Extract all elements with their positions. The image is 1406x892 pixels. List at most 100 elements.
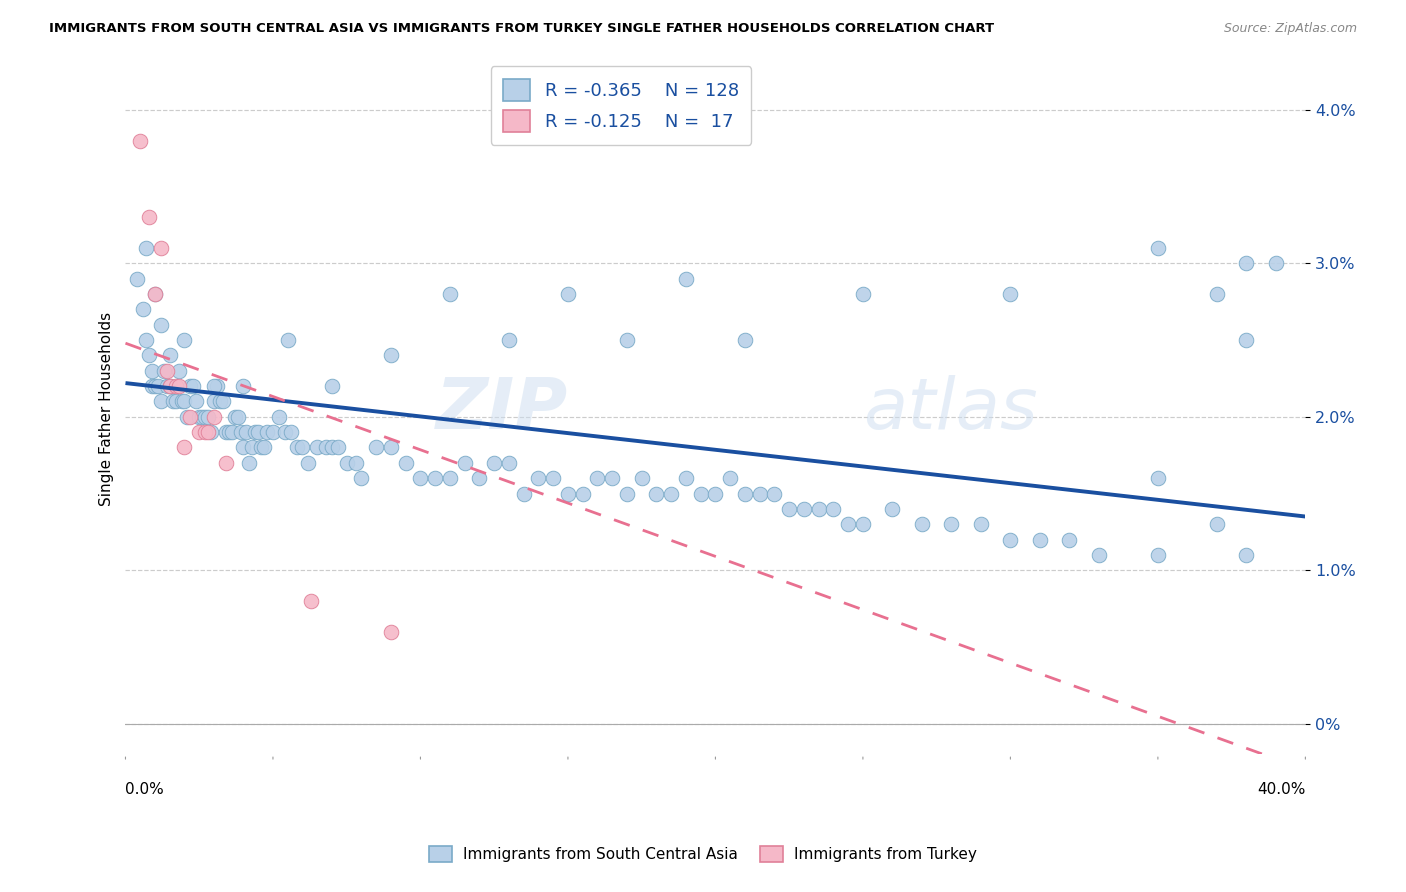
Point [1205, 287, 1227, 301]
Point [159, 379, 181, 393]
Point [262, 425, 284, 439]
Point [194, 425, 217, 439]
Point [149, 394, 172, 409]
Point [852, 517, 875, 532]
Point [274, 425, 297, 439]
Point [226, 409, 249, 424]
Point [541, 471, 564, 485]
Point [1205, 517, 1227, 532]
Point [235, 425, 257, 439]
Point [1234, 333, 1257, 347]
Point [793, 501, 815, 516]
Point [468, 471, 491, 485]
Point [218, 425, 240, 439]
Point [143, 287, 166, 301]
Point [675, 471, 697, 485]
Point [837, 517, 859, 532]
Point [718, 471, 741, 485]
Point [344, 456, 367, 470]
Point [557, 486, 579, 500]
Point [188, 409, 211, 424]
Point [141, 364, 163, 378]
Point [689, 486, 711, 500]
Point [659, 486, 682, 500]
Point [165, 379, 187, 393]
Y-axis label: Single Father Households: Single Father Households [100, 312, 114, 507]
Point [159, 349, 181, 363]
Point [512, 486, 534, 500]
Point [586, 471, 609, 485]
Point [238, 456, 260, 470]
Point [616, 486, 638, 500]
Point [1000, 287, 1022, 301]
Point [179, 379, 201, 393]
Point [181, 379, 204, 393]
Point [221, 425, 243, 439]
Point [299, 594, 322, 608]
Point [557, 287, 579, 301]
Point [439, 471, 461, 485]
Point [704, 486, 727, 500]
Point [129, 134, 152, 148]
Point [498, 333, 520, 347]
Text: atlas: atlas [863, 375, 1038, 443]
Text: ZIP: ZIP [436, 375, 568, 443]
Point [146, 379, 169, 393]
Point [571, 486, 593, 500]
Point [807, 501, 830, 516]
Text: Source: ZipAtlas.com: Source: ZipAtlas.com [1223, 22, 1357, 36]
Point [156, 364, 179, 378]
Point [616, 333, 638, 347]
Point [224, 409, 246, 424]
Point [1029, 533, 1052, 547]
Point [141, 379, 163, 393]
Point [229, 425, 252, 439]
Point [245, 425, 267, 439]
Point [380, 624, 402, 639]
Point [630, 471, 652, 485]
Point [291, 441, 314, 455]
Point [1147, 241, 1170, 255]
Point [205, 379, 228, 393]
Point [247, 425, 270, 439]
Point [267, 409, 290, 424]
Point [1147, 548, 1170, 562]
Point [366, 441, 388, 455]
Point [336, 456, 359, 470]
Point [202, 379, 225, 393]
Point [138, 211, 160, 225]
Point [315, 441, 337, 455]
Point [127, 272, 149, 286]
Text: 40.0%: 40.0% [1257, 782, 1305, 797]
Point [280, 425, 302, 439]
Point [202, 409, 225, 424]
Point [215, 456, 238, 470]
Point [600, 471, 623, 485]
Point [165, 394, 187, 409]
Point [380, 349, 402, 363]
Point [256, 425, 278, 439]
Point [202, 394, 225, 409]
Point [395, 456, 418, 470]
Point [179, 409, 201, 424]
Point [498, 456, 520, 470]
Point [200, 425, 222, 439]
Point [748, 486, 770, 500]
Point [143, 379, 166, 393]
Point [170, 394, 193, 409]
Point [173, 333, 195, 347]
Text: 0.0%: 0.0% [125, 782, 165, 797]
Point [297, 456, 319, 470]
Text: IMMIGRANTS FROM SOUTH CENTRAL ASIA VS IMMIGRANTS FROM TURKEY SINGLE FATHER HOUSE: IMMIGRANTS FROM SOUTH CENTRAL ASIA VS IM… [49, 22, 994, 36]
Point [1000, 533, 1022, 547]
Point [162, 394, 184, 409]
Point [253, 441, 276, 455]
Point [153, 364, 176, 378]
Point [1147, 471, 1170, 485]
Point [454, 456, 477, 470]
Point [970, 517, 993, 532]
Point [156, 379, 179, 393]
Point [425, 471, 447, 485]
Point [232, 441, 254, 455]
Point [143, 287, 166, 301]
